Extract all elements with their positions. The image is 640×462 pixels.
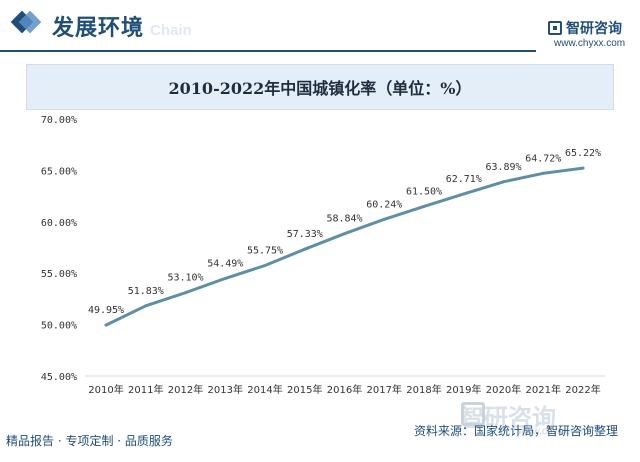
data-label: 55.75% [247,245,283,256]
chart-title-band: 2010-2022年中国城镇化率（单位：%） [26,64,614,110]
y-tick-label: 70.00% [41,115,77,126]
data-point [541,171,545,175]
x-tick-label: 2013年 [208,383,243,396]
data-point [303,247,307,251]
x-tick-label: 2014年 [247,383,282,396]
page-header: 发展环境 Chain 智研咨询 www.chyxx.com [0,0,640,58]
x-tick-label: 2017年 [367,383,402,396]
data-point [422,204,426,208]
section-title: 发展环境 [52,16,145,41]
x-tick-label: 2010年 [88,383,123,396]
data-label: 51.83% [128,286,164,297]
brand-name: 智研咨询 [566,21,622,37]
x-tick-label: 2019年 [446,383,481,396]
data-point [223,276,227,280]
data-point [343,232,346,236]
data-point [581,166,585,170]
data-label: 60.24% [366,199,402,210]
footer-tagline: 精品报告 · 专项定制 · 品质服务 [6,434,173,448]
x-tick-label: 2018年 [406,383,441,396]
data-label: 61.50% [406,186,442,197]
x-tick-label: 2015年 [287,383,322,396]
x-tick-label: 2020年 [486,383,521,396]
data-point [382,217,386,221]
data-label: 63.89% [485,162,521,173]
source-note: 资料来源：国家统计局，智研咨询整理 [414,424,619,438]
x-tick-label: 2016年 [327,383,362,396]
data-label: 54.49% [207,258,243,269]
data-point [502,180,505,184]
y-tick-label: 50.00% [41,321,77,332]
data-label: 57.33% [287,229,323,240]
brand-logo-group: 智研咨询 [548,18,622,38]
x-tick-label: 2021年 [526,383,561,396]
data-label: 62.71% [446,174,482,185]
y-tick-label: 45.00% [41,372,77,383]
data-point [144,304,148,308]
data-point [263,263,267,267]
bottom-watermark-url: www.chyxx.com [518,426,590,437]
data-point [462,192,466,196]
header-divider [0,50,536,52]
x-tick-label: 2022年 [565,383,600,396]
y-tick-label: 60.00% [41,218,77,229]
header-watermark: Chain [150,22,192,39]
bottom-watermark: 智研咨询 [460,404,556,432]
data-label: 65.22% [565,148,601,159]
data-point [104,323,108,327]
brand-logo-icon [548,21,562,35]
series-line [104,166,585,327]
data-point [184,291,187,295]
brand-url: www.chyxx.com [554,38,626,49]
watermark-logo-icon [461,402,485,426]
data-label: 49.95% [88,305,124,316]
y-tick-label: 55.00% [41,269,77,280]
x-tick-label: 2011年 [128,383,163,396]
y-tick-label: 65.00% [41,166,77,177]
data-label: 58.84% [326,214,362,225]
data-label: 64.72% [525,153,561,164]
chart-title: 2010-2022年中国城镇化率（单位：%） [168,79,472,98]
data-label: 53.10% [167,273,203,284]
x-tick-label: 2012年 [168,383,203,396]
